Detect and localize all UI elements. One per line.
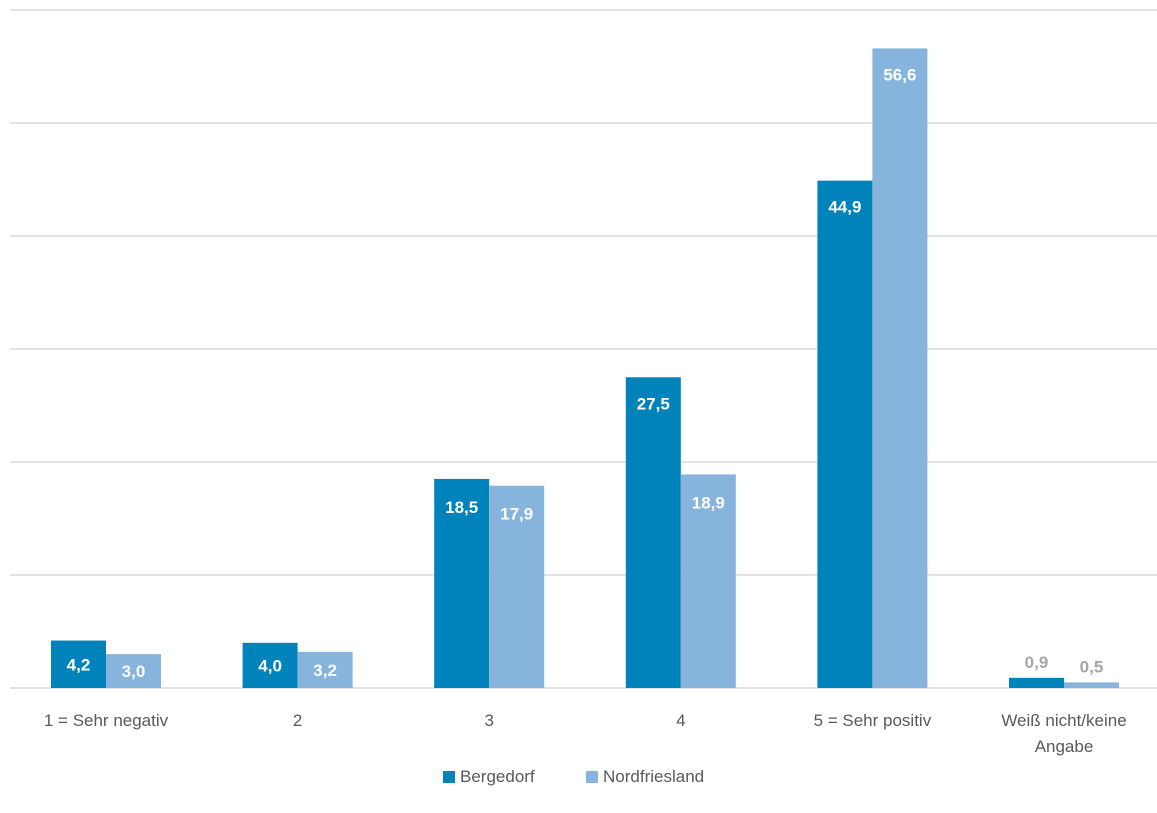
category-labels: 1 = Sehr negativ 2 3 4 5 = Sehr positiv Weiß …	[44, 711, 1127, 756]
category-label-3: 3	[484, 711, 493, 730]
data-label-bergedorf-3: 18,5	[445, 498, 478, 517]
bar-nordfriesland-3	[489, 485, 545, 688]
bar-nordfriesland-1	[106, 654, 161, 688]
data-label-bergedorf-5: 44,9	[828, 198, 861, 217]
bar-nordfriesland-4	[680, 474, 736, 688]
data-label-nordfriesland-3: 17,9	[500, 505, 533, 524]
data-label-nordfriesland-2: 3,2	[313, 661, 337, 680]
bar-bergedorf-4	[625, 377, 681, 688]
data-label-bergedorf-4: 27,5	[637, 394, 670, 413]
bar-nordfriesland-2	[297, 651, 353, 688]
legend: Bergedorf Nordfriesland	[443, 767, 704, 786]
category-label-6-line-2: Angabe	[1035, 737, 1094, 756]
category-label-5: 5 = Sehr positiv	[814, 711, 932, 730]
bars	[51, 48, 1119, 689]
category-label-4: 4	[676, 711, 685, 730]
bar-bergedorf-1	[51, 640, 106, 688]
bar-nordfriesland-6	[1064, 682, 1119, 688]
legend-label-bergedorf: Bergedorf	[460, 767, 535, 786]
category-label-6-line-1: Weiß nicht/keine	[1001, 711, 1126, 730]
data-label-bergedorf-2: 4,0	[258, 656, 282, 675]
gridlines	[10, 9, 1157, 689]
bar-bergedorf-2	[242, 642, 298, 688]
legend-label-nordfriesland: Nordfriesland	[603, 767, 704, 786]
data-label-nordfriesland-6: 0,5	[1080, 657, 1104, 676]
legend-swatch-nordfriesland	[586, 771, 598, 783]
bar-bergedorf-5	[817, 180, 873, 688]
legend-swatch-bergedorf	[443, 771, 455, 783]
bar-bergedorf-6	[1009, 677, 1064, 688]
bar-nordfriesland-5	[872, 48, 928, 689]
bar-bergedorf-3	[434, 478, 490, 688]
data-label-nordfriesland-4: 18,9	[692, 493, 725, 512]
data-label-bergedorf-6: 0,9	[1025, 653, 1049, 672]
category-label-1: 1 = Sehr negativ	[44, 711, 169, 730]
data-labels: 4,2 3,0 4,0 3,2 18,5 17,9 27,5 18,9 44,9 56,6 0,9 0…	[67, 65, 1104, 681]
category-label-2: 2	[293, 711, 302, 730]
data-label-nordfriesland-5: 56,6	[883, 65, 916, 84]
data-label-bergedorf-1: 4,2	[67, 655, 91, 674]
data-label-nordfriesland-1: 3,0	[122, 662, 146, 681]
